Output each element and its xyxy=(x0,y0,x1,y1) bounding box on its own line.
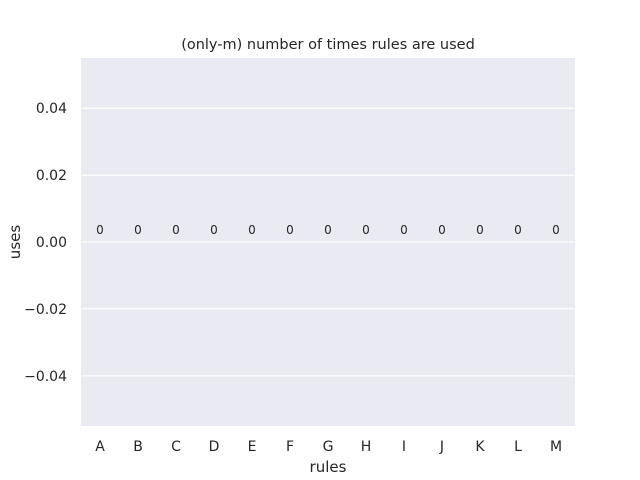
x-tick-label: K xyxy=(475,439,485,455)
y-tick-label: 0.00 xyxy=(36,235,67,251)
data-label: 0 xyxy=(476,223,484,237)
x-tick-label: I xyxy=(402,439,406,455)
x-tick-label: D xyxy=(209,439,220,455)
data-label: 0 xyxy=(96,223,104,237)
x-axis-label: rules xyxy=(310,458,347,476)
x-tick-label: A xyxy=(95,439,105,455)
data-label: 0 xyxy=(172,223,180,237)
x-tick-label: H xyxy=(361,439,372,455)
x-tick-label: G xyxy=(323,439,334,455)
x-tick-labels: A B C D E F G H I J K L M xyxy=(95,439,562,455)
data-label: 0 xyxy=(210,223,218,237)
data-label: 0 xyxy=(248,223,256,237)
chart-title: (only-m) number of times rules are used xyxy=(181,37,475,53)
data-label: 0 xyxy=(324,223,332,237)
y-axis-label: uses xyxy=(6,225,24,260)
y-tick-label: 0.02 xyxy=(36,168,67,184)
grid-lines xyxy=(81,107,575,377)
x-tick-label: C xyxy=(171,439,181,455)
x-tick-label: E xyxy=(248,439,257,455)
data-label: 0 xyxy=(438,223,446,237)
data-labels: 0 0 0 0 0 0 0 0 0 0 0 0 0 xyxy=(96,223,560,237)
y-tick-label: −0.04 xyxy=(24,369,67,385)
data-label: 0 xyxy=(362,223,370,237)
data-label: 0 xyxy=(286,223,294,237)
y-tick-label: 0.04 xyxy=(36,101,67,117)
y-tick-labels: −0.04 −0.02 0.00 0.02 0.04 xyxy=(24,101,67,385)
data-label: 0 xyxy=(552,223,560,237)
data-label: 0 xyxy=(134,223,142,237)
data-label: 0 xyxy=(514,223,522,237)
x-tick-label: M xyxy=(550,439,562,455)
x-tick-label: F xyxy=(286,439,294,455)
x-tick-label: L xyxy=(514,439,522,455)
x-tick-label: B xyxy=(133,439,143,455)
data-label: 0 xyxy=(400,223,408,237)
y-tick-label: −0.02 xyxy=(24,302,67,318)
x-tick-label: J xyxy=(439,439,444,455)
